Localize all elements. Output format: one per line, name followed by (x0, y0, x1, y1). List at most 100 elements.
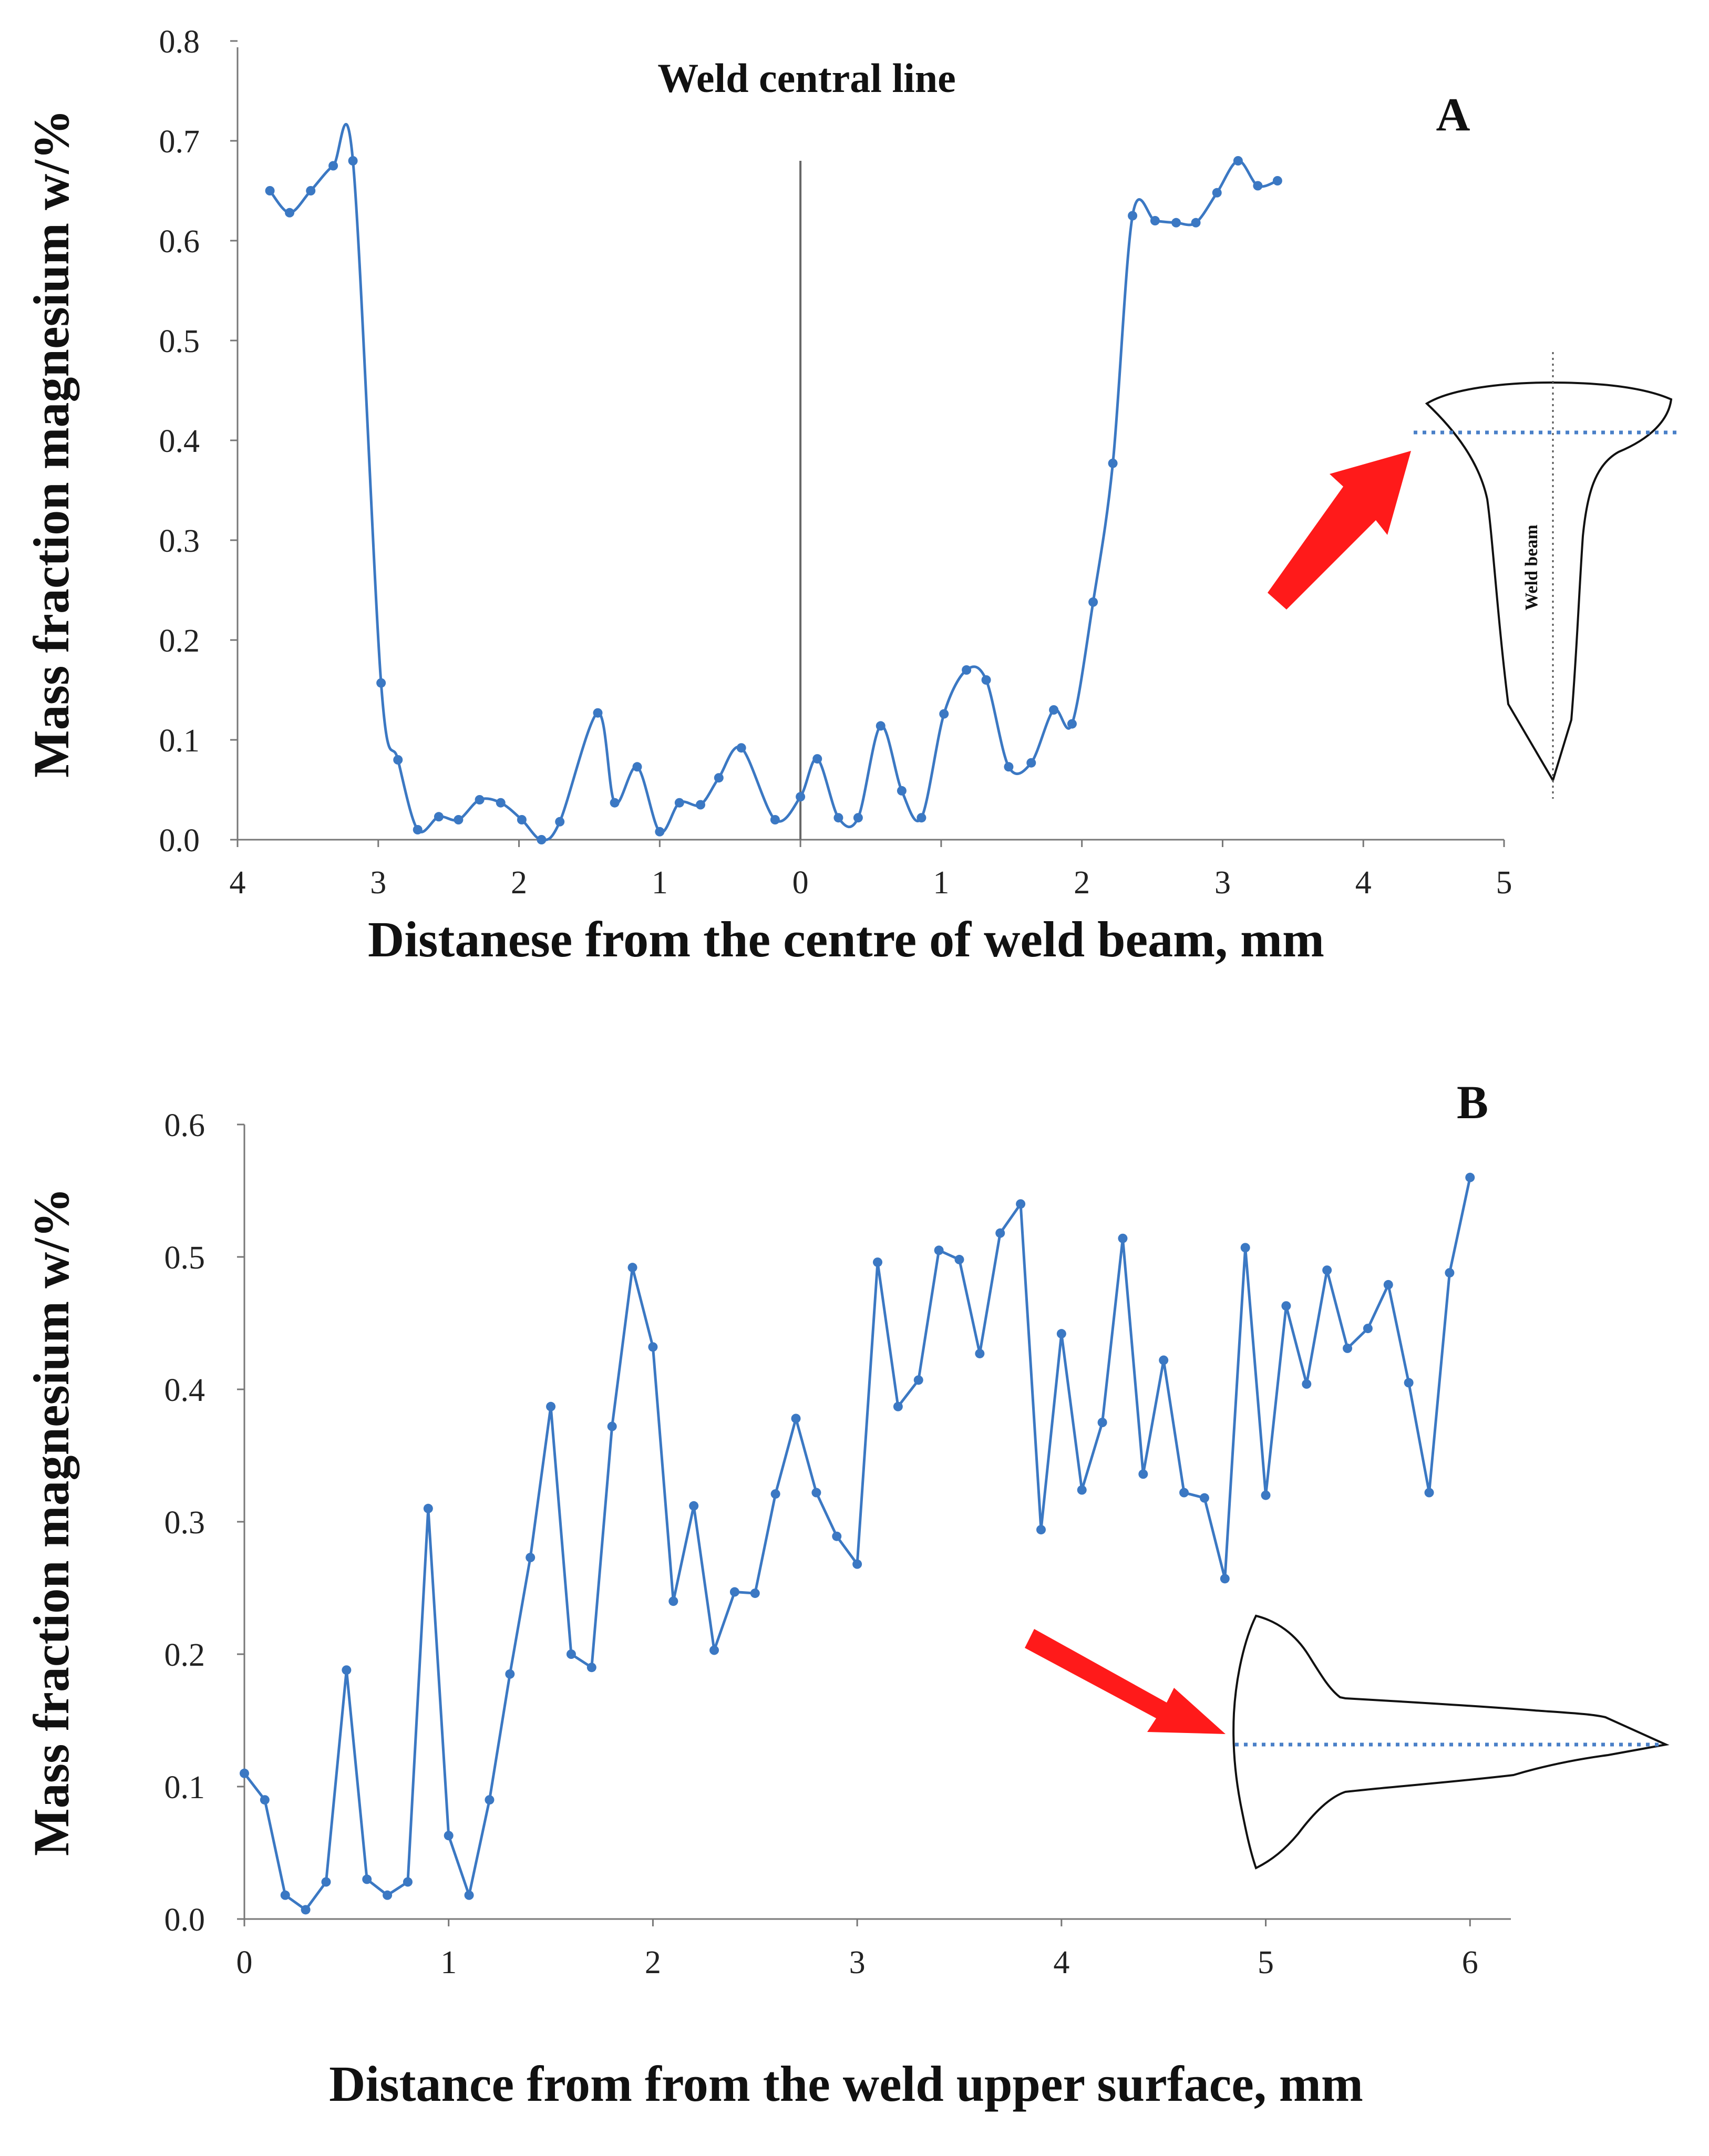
data-point (1067, 719, 1077, 729)
chart-a-series (265, 123, 1282, 844)
data-point (1016, 1199, 1026, 1209)
data-point (610, 798, 620, 808)
panel-label-a: A (1436, 89, 1470, 141)
data-point (328, 161, 338, 171)
chart-b-axes (243, 1125, 1511, 1920)
x-tick-label: 1 (933, 865, 949, 901)
data-point (285, 208, 295, 218)
x-tick-label: 3 (849, 1945, 866, 1980)
data-point (505, 1669, 515, 1679)
series-line (269, 123, 1278, 841)
data-point (265, 186, 275, 195)
data-point (555, 817, 565, 827)
data-point (1302, 1379, 1312, 1389)
chart-a-x-ticks: 4 3 2 1 0 1 2 3 4 5 (230, 840, 1512, 901)
data-point (586, 1663, 596, 1673)
y-tick-label: 0.1 (164, 1770, 205, 1806)
data-point (1077, 1485, 1087, 1495)
data-point (893, 1401, 903, 1411)
red-arrow-a (1268, 451, 1411, 610)
data-point (1171, 218, 1181, 228)
chart-a: 0.0 0.1 0.2 0.3 0.4 0.5 0.6 0.7 0.8 4 3 2 1 0 1 2 3 4 5 W… (23, 24, 1682, 967)
data-point (668, 1596, 678, 1606)
data-point (321, 1877, 331, 1887)
panel-label-b: B (1457, 1077, 1488, 1129)
data-point (348, 156, 358, 166)
data-point (517, 815, 527, 824)
data-point (648, 1342, 658, 1352)
series-line (243, 1177, 1471, 1912)
x-tick-label: 2 (1074, 865, 1090, 901)
data-point (1150, 216, 1160, 225)
data-point (1220, 1574, 1230, 1584)
data-point (1088, 597, 1098, 607)
data-point (566, 1649, 576, 1659)
data-point (995, 1228, 1005, 1238)
data-point (1322, 1265, 1332, 1275)
y-tick-label: 0.3 (159, 523, 200, 559)
data-point (1445, 1268, 1455, 1278)
data-point (383, 1890, 393, 1900)
weld-beam-label: Weld beam (1522, 524, 1541, 610)
data-point (714, 773, 724, 783)
data-point (1179, 1488, 1189, 1498)
weld-section-outline (1232, 1614, 1670, 1870)
data-point (770, 815, 780, 824)
data-point (403, 1877, 413, 1887)
data-point (632, 762, 642, 772)
data-point (1108, 458, 1118, 468)
x-tick-label: 3 (1214, 865, 1231, 901)
data-point (376, 678, 386, 688)
x-tick-label: 0 (792, 865, 809, 901)
data-point (423, 1503, 433, 1513)
y-tick-label: 0.0 (159, 823, 200, 859)
y-tick-label: 0.4 (159, 424, 200, 459)
chart-a-x-axis-label: Distanese from the centre of weld beam, … (368, 911, 1324, 967)
data-point (393, 755, 403, 765)
data-point (934, 1245, 944, 1255)
x-tick-label: 5 (1496, 865, 1512, 901)
chart-b: 0.0 0.1 0.2 0.3 0.4 0.5 0.6 0 1 2 3 4 5 6 B Mass fra… (23, 1077, 1670, 2112)
data-point (750, 1588, 760, 1598)
data-point (1383, 1280, 1393, 1290)
chart-a-y-axis-label: Mass fraction magnesium w/% (23, 109, 79, 778)
data-point (674, 798, 684, 808)
data-point (709, 1645, 719, 1655)
y-tick-label: 0.2 (164, 1637, 205, 1673)
data-point (729, 1587, 739, 1597)
data-point (1118, 1233, 1128, 1243)
data-point (1233, 156, 1243, 166)
data-point (812, 754, 822, 764)
chart-b-x-ticks: 0 1 2 3 4 5 6 (236, 1919, 1478, 1980)
data-point (873, 1257, 882, 1267)
data-point (689, 1501, 699, 1511)
data-point (475, 795, 485, 804)
chart-b-series (240, 1172, 1475, 1915)
x-tick-label: 1 (440, 1945, 457, 1980)
data-point (736, 743, 746, 753)
x-tick-label: 2 (511, 865, 527, 901)
y-tick-label: 0.5 (159, 324, 200, 359)
data-point (770, 1489, 780, 1499)
data-point (413, 825, 423, 834)
data-point (306, 186, 316, 195)
y-tick-label: 0.1 (159, 723, 200, 759)
data-point (240, 1768, 249, 1778)
chart-a-y-ticks: 0.0 0.1 0.2 0.3 0.4 0.5 0.6 0.7 0.8 (159, 24, 238, 859)
data-point (1191, 218, 1201, 228)
data-point (464, 1890, 474, 1900)
data-point (537, 835, 547, 844)
data-point (1212, 188, 1222, 198)
x-tick-label: 5 (1258, 1945, 1274, 1980)
x-tick-label: 1 (652, 865, 668, 901)
x-tick-label: 4 (1053, 1945, 1069, 1980)
y-tick-label: 0.4 (164, 1373, 205, 1408)
weld-section-inset (1025, 1614, 1670, 1870)
data-point (796, 792, 806, 802)
data-point (852, 1559, 862, 1569)
data-point (1404, 1378, 1414, 1388)
data-point (301, 1905, 311, 1915)
data-point (897, 786, 907, 796)
data-point (913, 1375, 923, 1385)
chart-b-x-axis-label: Distance from from the weld upper surfac… (329, 2056, 1363, 2112)
